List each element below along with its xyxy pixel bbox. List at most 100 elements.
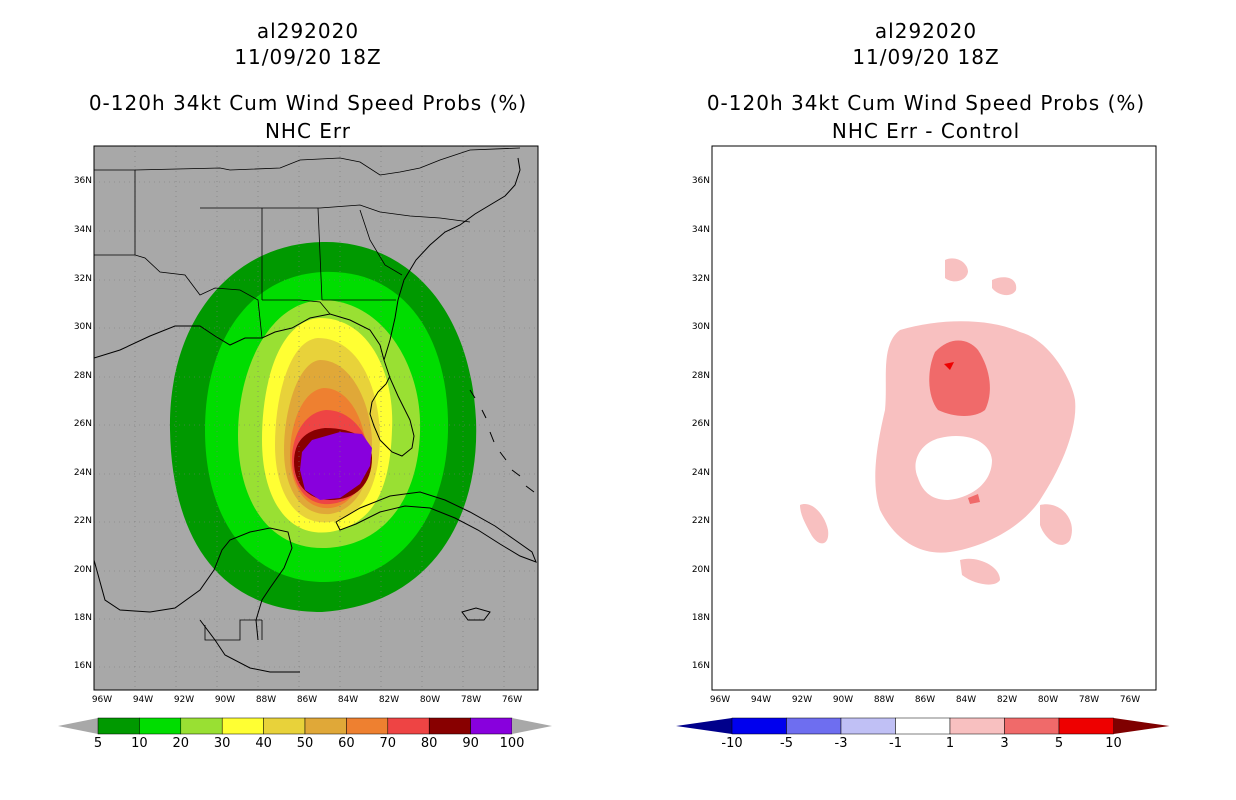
- lat-label: 26N: [691, 419, 710, 429]
- left-colorbar-high-arrow: [512, 718, 552, 734]
- diff-3-5-region: [929, 340, 990, 416]
- diff-patch-ne: [992, 277, 1017, 296]
- lat-label: 30N: [691, 322, 710, 332]
- lat-label: 16N: [73, 661, 92, 671]
- left-product-title: 0-120h 34kt Cum Wind Speed Probs (%): [88, 91, 528, 115]
- left-colorbar-swatch: [263, 717, 306, 735]
- lon-label: 92W: [791, 695, 813, 705]
- lat-label: 22N: [73, 516, 92, 526]
- lon-label: 94W: [132, 695, 154, 705]
- right-colorbar-swatch: [1058, 717, 1114, 735]
- diff-patch-north: [945, 258, 968, 282]
- left-colorbar-label: 60: [338, 736, 355, 751]
- lon-label: 80W: [1037, 695, 1059, 705]
- lat-label: 34N: [73, 225, 92, 235]
- left-colorbar-swatch: [304, 717, 347, 735]
- left-colorbar-swatch: [387, 717, 430, 735]
- lon-label: 88W: [873, 695, 895, 705]
- lon-label: 90W: [832, 695, 854, 705]
- left-subtitle: NHC Err: [264, 119, 352, 143]
- lat-label: 24N: [691, 468, 710, 478]
- lat-label: 36N: [73, 176, 92, 186]
- lat-label: 36N: [691, 176, 710, 186]
- left-colorbar-swatch: [346, 717, 389, 735]
- lon-label: 86W: [914, 695, 936, 705]
- right-difference-contours: [800, 258, 1076, 585]
- left-colorbar-label: 80: [420, 736, 438, 751]
- lat-label: 16N: [691, 661, 710, 671]
- left-colorbar-swatch: [470, 717, 513, 735]
- lon-label: 84W: [955, 695, 977, 705]
- lon-label: 94W: [750, 695, 772, 705]
- left-colorbar-swatch: [180, 717, 223, 735]
- diff-1-3-region: [875, 321, 1076, 553]
- lat-label: 20N: [73, 565, 92, 575]
- lat-label: 28N: [73, 371, 92, 381]
- right-colorbar-swatch: [1004, 717, 1060, 735]
- right-colorbar-label: 3: [1000, 736, 1009, 751]
- lat-label: 30N: [73, 322, 92, 332]
- right-colorbar-high-arrow: [1113, 718, 1170, 734]
- right-colorbar-label: -5: [780, 736, 793, 751]
- diff-patch-gulf: [800, 504, 829, 544]
- left-colorbar-label: 100: [499, 736, 525, 751]
- right-storm-id: al292020: [874, 19, 978, 43]
- lon-label: 82W: [378, 695, 400, 705]
- diff-patch-east: [1040, 504, 1072, 545]
- lon-label: 88W: [255, 695, 277, 705]
- right-colorbar-low-arrow: [676, 718, 732, 734]
- right-colorbar-swatch: [895, 717, 951, 735]
- right-product-title: 0-120h 34kt Cum Wind Speed Probs (%): [706, 91, 1146, 115]
- left-colorbar-label: 20: [172, 736, 190, 751]
- left-map: [93, 145, 539, 691]
- lon-label: 96W: [709, 695, 731, 705]
- right-colorbar-label: 10: [1105, 736, 1122, 751]
- left-probability-contours: [169, 241, 477, 612]
- left-colorbar-low-arrow: [58, 718, 98, 734]
- contour-90: [300, 432, 372, 500]
- diff-patch-south: [960, 558, 1000, 585]
- right-colorbar-swatch: [840, 717, 896, 735]
- right-subtitle: NHC Err - Control: [831, 119, 1021, 143]
- left-colorbar-label: 50: [296, 736, 314, 751]
- lat-label: 24N: [73, 468, 92, 478]
- left-colorbar-label: 40: [255, 736, 272, 751]
- left-colorbar-label: 70: [379, 736, 397, 751]
- lon-label: 84W: [337, 695, 359, 705]
- lon-label: 80W: [419, 695, 441, 705]
- right-colorbar-label: 5: [1054, 736, 1064, 751]
- left-datetime: 11/09/20 18Z: [234, 45, 382, 69]
- left-map-frame: [93, 145, 539, 691]
- right-colorbar-label: -10: [721, 736, 743, 751]
- right-map: [711, 145, 1157, 691]
- left-colorbar-swatch: [428, 717, 471, 735]
- lon-label: 82W: [996, 695, 1018, 705]
- lat-label: 32N: [691, 274, 710, 284]
- lon-label: 90W: [214, 695, 236, 705]
- lat-label: 20N: [691, 565, 710, 575]
- lon-label: 96W: [91, 695, 113, 705]
- lon-label: 92W: [173, 695, 195, 705]
- lat-label: 34N: [691, 225, 710, 235]
- right-colorbar-label: 1: [945, 736, 955, 751]
- lat-label: 22N: [691, 516, 710, 526]
- lat-label: 26N: [73, 419, 92, 429]
- right-datetime: 11/09/20 18Z: [852, 45, 1000, 69]
- right-colorbar-swatch: [786, 717, 842, 735]
- right-colorbar-label: -1: [889, 736, 902, 751]
- left-storm-id: al292020: [256, 19, 360, 43]
- left-colorbar-swatch: [221, 717, 264, 735]
- lon-label: 76W: [501, 695, 523, 705]
- left-colorbar-swatch: [97, 717, 140, 735]
- left-colorbar-label: 5: [93, 736, 103, 751]
- left-colorbar-swatch: [139, 717, 182, 735]
- left-colorbar: [58, 717, 552, 735]
- right-colorbar-label: -3: [834, 736, 848, 751]
- right-colorbar-swatch: [731, 717, 787, 735]
- lon-label: 76W: [1119, 695, 1141, 705]
- right-map-frame: [711, 145, 1157, 691]
- lat-label: 18N: [73, 613, 92, 623]
- lon-label: 78W: [1078, 695, 1100, 705]
- lat-label: 28N: [691, 371, 710, 381]
